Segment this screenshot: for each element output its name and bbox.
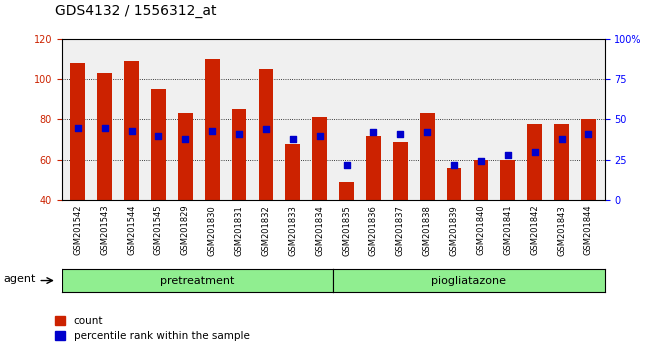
Bar — [151, 89, 166, 200]
Point — [234, 131, 244, 137]
Bar — [420, 113, 435, 200]
Bar — [124, 61, 139, 200]
Bar — [581, 120, 596, 200]
Point — [395, 131, 406, 137]
Bar — [447, 168, 461, 200]
Point — [207, 128, 217, 133]
Legend: count, percentile rank within the sample: count, percentile rank within the sample — [51, 312, 254, 345]
Point — [583, 131, 593, 137]
Bar — [285, 144, 300, 200]
Bar — [231, 109, 246, 200]
Point — [530, 149, 540, 154]
Bar — [70, 63, 85, 200]
Point — [180, 136, 190, 142]
Bar — [366, 136, 381, 200]
Bar — [554, 124, 569, 200]
Bar — [178, 113, 193, 200]
Point — [476, 159, 486, 164]
Point — [449, 162, 460, 167]
Bar — [393, 142, 408, 200]
Point — [126, 128, 136, 133]
Text: GDS4132 / 1556312_at: GDS4132 / 1556312_at — [55, 4, 216, 18]
Bar — [312, 118, 327, 200]
Bar — [500, 160, 515, 200]
Text: agent: agent — [3, 274, 36, 284]
Point — [341, 162, 352, 167]
Point — [261, 126, 271, 132]
Bar — [473, 160, 488, 200]
Bar — [527, 124, 542, 200]
Bar — [98, 73, 112, 200]
Point — [556, 136, 567, 142]
Text: piogliatazone: piogliatazone — [432, 275, 506, 286]
Point — [369, 130, 379, 135]
Point — [73, 125, 83, 130]
Point — [153, 133, 164, 138]
Bar — [205, 59, 220, 200]
Point — [502, 152, 513, 158]
Bar — [339, 182, 354, 200]
Point — [287, 136, 298, 142]
Text: pretreatment: pretreatment — [161, 275, 235, 286]
Bar — [259, 69, 274, 200]
Point — [422, 130, 432, 135]
Point — [99, 125, 110, 130]
Point — [315, 133, 325, 138]
